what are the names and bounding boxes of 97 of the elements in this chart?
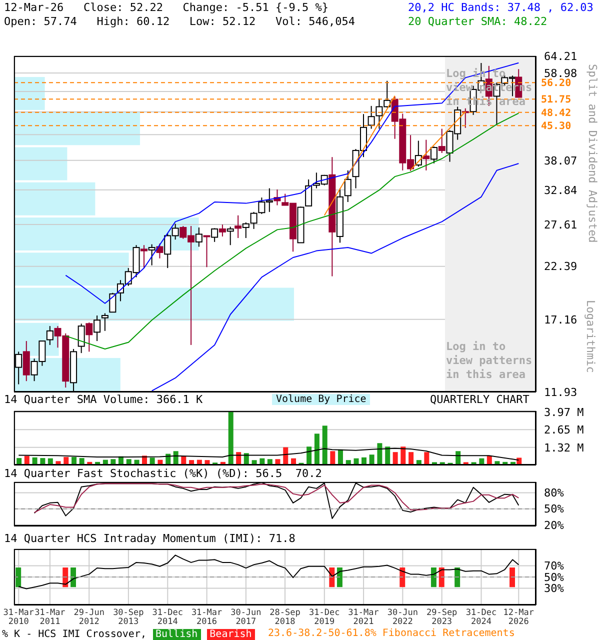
- y-tick-label: 2.65 M: [544, 424, 584, 437]
- candlestick: [109, 292, 116, 313]
- line-series: [18, 554, 520, 590]
- candlestick: [234, 214, 242, 239]
- bar: [14, 288, 294, 321]
- x-tick-label: 12-Mar 2026: [503, 608, 534, 627]
- text: Logarithmic: [584, 300, 597, 373]
- candlestick: [94, 315, 101, 342]
- text: Bearish: [206, 629, 255, 640]
- y-tick-label: 70%: [544, 560, 564, 573]
- text: Bullish: [152, 629, 201, 640]
- bar: [14, 77, 45, 110]
- line-series: [34, 483, 520, 514]
- legend-title: % K - HCS IMI Crossover,: [2, 629, 146, 640]
- line-series: [18, 448, 520, 461]
- y-tick-label: 27.61: [544, 218, 578, 232]
- candlestick: [148, 244, 156, 266]
- chart-title: 14 Quarter SMA Volume: 366.1 K: [4, 393, 203, 406]
- x-tick-label: 31-Dec 2024: [466, 608, 497, 627]
- y-tick-label: 32.84: [544, 184, 578, 197]
- candlestick: [422, 139, 430, 171]
- ref-line-label: 51.75: [541, 94, 572, 106]
- chart-title: 14 Quarter HCS Intraday Momentum (IMI): 71.8: [4, 532, 296, 545]
- chart-title: 14 Quarter Fast Stochastic (%K) (%D): 56.5 70.2: [4, 467, 322, 480]
- bar: [14, 112, 140, 146]
- y-tick-label: 50%: [544, 502, 564, 516]
- candlestick: [15, 351, 22, 385]
- candlestick: [46, 326, 54, 346]
- x-tick-label: 31-Dec 2014: [152, 608, 184, 627]
- y-tick-label: 17.16: [544, 313, 578, 326]
- text: 20 Quarter SMA: 48.22: [408, 15, 548, 28]
- candlestick: [344, 170, 352, 203]
- annotation: Log in to view patterns in this area: [446, 340, 534, 382]
- ref-line-label: 48.42: [541, 108, 572, 119]
- candlestick: [226, 226, 234, 246]
- y-axis-title: Split and Dividend Adjusted: [586, 64, 599, 243]
- text: 20,2 HC Bands: 37.48 , 62.03: [408, 1, 594, 14]
- bar: [306, 446, 312, 465]
- chart-subtitle: Open: 57.74 High: 60.12 Low: 52.12 Vol: 546,054: [4, 15, 355, 28]
- ref-line-label: 45.30: [541, 121, 572, 132]
- bar: [14, 147, 68, 180]
- x-tick-label: 31-Mar 2010: [3, 608, 34, 627]
- candlestick: [218, 224, 226, 237]
- candlestick: [195, 226, 202, 248]
- candlestick: [250, 211, 258, 230]
- ref-line-label: 56.20: [541, 78, 572, 90]
- y-tick-label: 11.93: [544, 386, 578, 399]
- candlestick: [211, 228, 218, 242]
- chart-title: 12-Mar-26 Close: 52.22 Change: -5.51 {-9.5 %}: [4, 1, 329, 14]
- candlestick: [78, 323, 85, 354]
- bar: [424, 452, 430, 465]
- bar: [400, 446, 406, 465]
- x-tick-label: 31-Mar 2016: [191, 608, 222, 627]
- y-tick-label: 20%: [544, 518, 564, 532]
- bar: [314, 434, 320, 465]
- candlestick: [203, 235, 210, 268]
- x-tick-label: 29-Jun 2012: [74, 608, 104, 627]
- bar: [377, 443, 382, 465]
- candlestick: [438, 128, 446, 154]
- y-tick-label: 38.07: [544, 154, 578, 168]
- candlestick: [86, 322, 93, 352]
- candlestick: [242, 222, 250, 239]
- text: 23.6-38.2-50-61.8% Fibonacci Retracements: [268, 628, 515, 640]
- bar: [330, 451, 336, 465]
- bar: [14, 252, 129, 286]
- y-tick-label: 58.98: [544, 66, 578, 80]
- y-tick-label: 80%: [544, 486, 564, 500]
- candlestick: [305, 178, 312, 206]
- bar: [408, 452, 414, 465]
- x-tick-label: 29-Sep 2023: [426, 608, 458, 627]
- candlestick: [101, 312, 108, 332]
- candlestick: [156, 243, 164, 259]
- x-tick-label: 30-Sep 2013: [113, 608, 144, 627]
- candlestick: [430, 146, 438, 164]
- bar: [228, 412, 234, 465]
- x-tick-label: 31-Dec 2019: [309, 608, 340, 627]
- text: QUARTERLY CHART: [430, 393, 530, 406]
- x-tick-label: 31-Mar 2011: [34, 608, 66, 627]
- y-tick-label: 1.32 M: [544, 441, 584, 454]
- bar: [385, 446, 390, 465]
- bar: [322, 426, 328, 465]
- bar: [392, 452, 398, 465]
- bar: [14, 218, 199, 250]
- x-tick-label: 30-Jun 2022: [387, 608, 418, 627]
- bar: [14, 182, 96, 216]
- candlestick: [22, 340, 30, 382]
- x-tick-label: 30-Jun 2017: [230, 608, 262, 627]
- bar: [369, 454, 374, 465]
- y-tick-label: 22.39: [544, 260, 578, 274]
- y-tick-label: 50%: [544, 570, 564, 584]
- y-tick-label: 64.21: [544, 50, 578, 63]
- y-tick-label: 3.97 M: [544, 406, 584, 419]
- text: Volume By Price: [272, 394, 370, 405]
- x-tick-label: 28-Sep 2018: [270, 608, 300, 627]
- x-tick-label: 31-Mar 2021: [348, 608, 379, 627]
- y-tick-label: 30%: [544, 582, 564, 596]
- candlestick: [140, 244, 148, 269]
